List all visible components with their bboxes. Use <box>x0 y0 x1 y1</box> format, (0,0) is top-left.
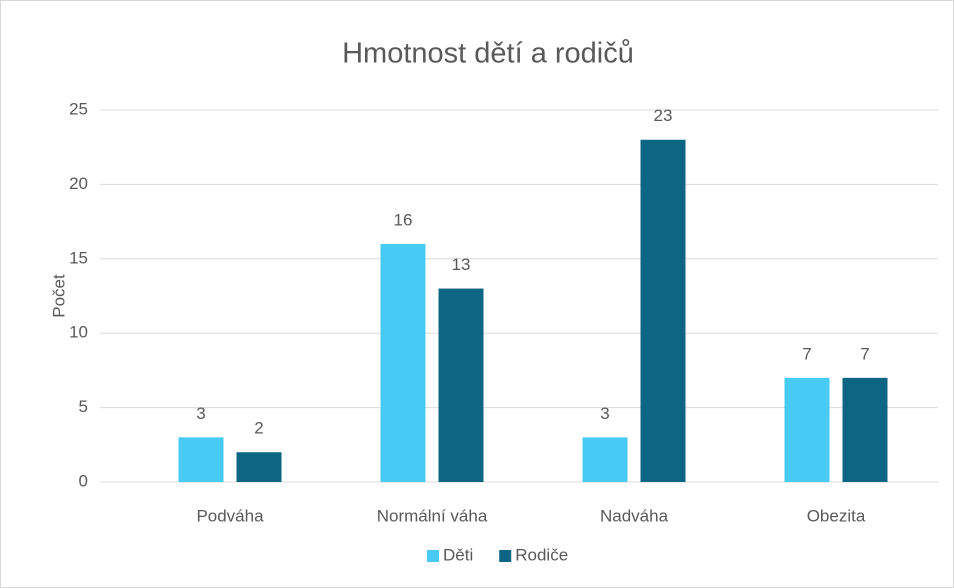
x-tick-label: Podváha <box>196 506 264 525</box>
bar <box>640 139 686 482</box>
legend-label: Děti <box>443 545 473 564</box>
x-tick-label: Nadváha <box>600 506 669 525</box>
bar <box>784 377 830 482</box>
data-label: 7 <box>860 344 869 363</box>
data-label: 16 <box>394 210 413 229</box>
bar <box>178 437 224 482</box>
data-label: 3 <box>600 404 609 423</box>
y-tick-label: 5 <box>79 397 88 416</box>
bar <box>582 437 628 482</box>
y-tick-label: 15 <box>69 248 88 267</box>
x-tick-label: Normální váha <box>377 506 488 525</box>
x-tick-label: Obezita <box>807 506 866 525</box>
data-label: 3 <box>196 404 205 423</box>
y-axis-label: Počet <box>49 274 68 318</box>
data-label: 23 <box>654 106 673 125</box>
bar <box>438 288 484 482</box>
bar <box>380 243 426 482</box>
legend-label: Rodiče <box>515 545 568 564</box>
legend-swatch <box>499 550 512 562</box>
y-tick-label: 10 <box>69 323 88 342</box>
chart-title: Hmotnost dětí a rodičů <box>342 38 634 70</box>
bar <box>842 377 888 482</box>
data-label: 7 <box>802 344 811 363</box>
data-label: 2 <box>254 419 263 438</box>
y-tick-label: 20 <box>69 174 88 193</box>
bar <box>236 452 282 482</box>
y-tick-label: 0 <box>79 471 88 490</box>
y-tick-label: 25 <box>69 99 88 118</box>
data-label: 13 <box>452 255 471 274</box>
legend-swatch <box>427 550 439 562</box>
